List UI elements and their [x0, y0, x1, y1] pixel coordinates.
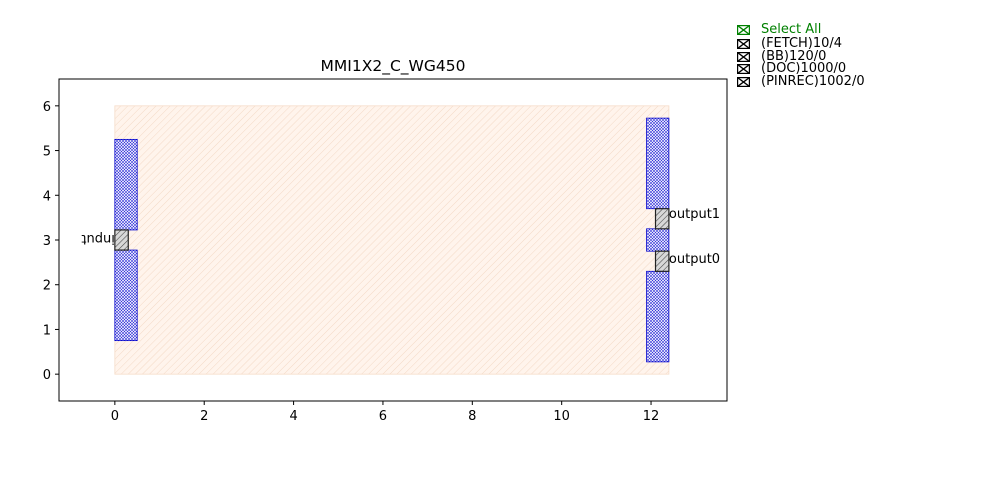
bb-rect-hatch — [114, 249, 138, 342]
legend: Select All (FETCH)10/4 (BB)120/0 (DOC)10… — [737, 22, 865, 88]
checkbox-icon[interactable] — [737, 76, 750, 87]
select-all-label: Select All — [761, 21, 822, 37]
pin-label-input: input — [81, 231, 114, 246]
x-tick-label: 12 — [643, 409, 660, 424]
y-tick-label: 6 — [43, 100, 51, 115]
legend-label-fetch: (FETCH)10/4 — [761, 36, 843, 51]
bb-layer — [114, 117, 670, 363]
legend-item-doc[interactable]: (DOC)1000/0 — [737, 61, 865, 76]
y-tick-label: 1 — [43, 323, 51, 338]
legend-item-fetch[interactable]: (FETCH)10/4 — [737, 36, 865, 51]
x-tick-label: 6 — [379, 409, 387, 424]
x-tick-label: 0 — [111, 409, 119, 424]
checkbox-icon[interactable] — [737, 39, 750, 50]
select-all-toggle[interactable]: Select All — [737, 22, 865, 38]
fetch-layer — [114, 105, 670, 375]
checkbox-icon[interactable] — [737, 64, 750, 75]
checkbox-icon[interactable] — [737, 25, 750, 35]
legend-item-bb[interactable]: (BB)120/0 — [737, 48, 865, 64]
x-tick-label: 8 — [468, 409, 476, 424]
pin-label-output1: output1 — [669, 207, 720, 222]
pin-output1-hatch — [654, 208, 670, 230]
bb-rect-hatch — [114, 138, 138, 231]
y-tick-label: 5 — [43, 145, 51, 160]
fetch-hatch — [114, 105, 669, 375]
y-tick-label: 4 — [43, 189, 51, 204]
checkbox-icon[interactable] — [737, 51, 750, 62]
legend-label-bb: (BB)120/0 — [761, 48, 827, 64]
pin-layer: input output0 output1 — [81, 207, 720, 272]
y-tick-label: 0 — [43, 368, 51, 383]
x-tick-label: 10 — [553, 409, 570, 424]
bb-rect-hatch — [646, 228, 670, 252]
bb-rect-hatch — [646, 270, 670, 363]
chart-title: MMI1X2_C_WG450 — [321, 57, 466, 76]
y-tick-label: 3 — [43, 234, 51, 249]
legend-label-doc: (DOC)1000/0 — [761, 61, 847, 76]
pin-input-hatch — [114, 229, 129, 251]
pin-output0-hatch — [654, 250, 670, 272]
legend-label-pinrec: (PINREC)1002/0 — [761, 73, 865, 89]
x-tick-label: 4 — [289, 409, 297, 424]
pin-label-output0: output0 — [669, 252, 720, 267]
y-tick-label: 2 — [43, 279, 51, 294]
bb-rect-hatch — [646, 117, 670, 210]
legend-item-pinrec[interactable]: (PINREC)1002/0 — [737, 73, 865, 89]
x-tick-label: 2 — [200, 409, 208, 424]
